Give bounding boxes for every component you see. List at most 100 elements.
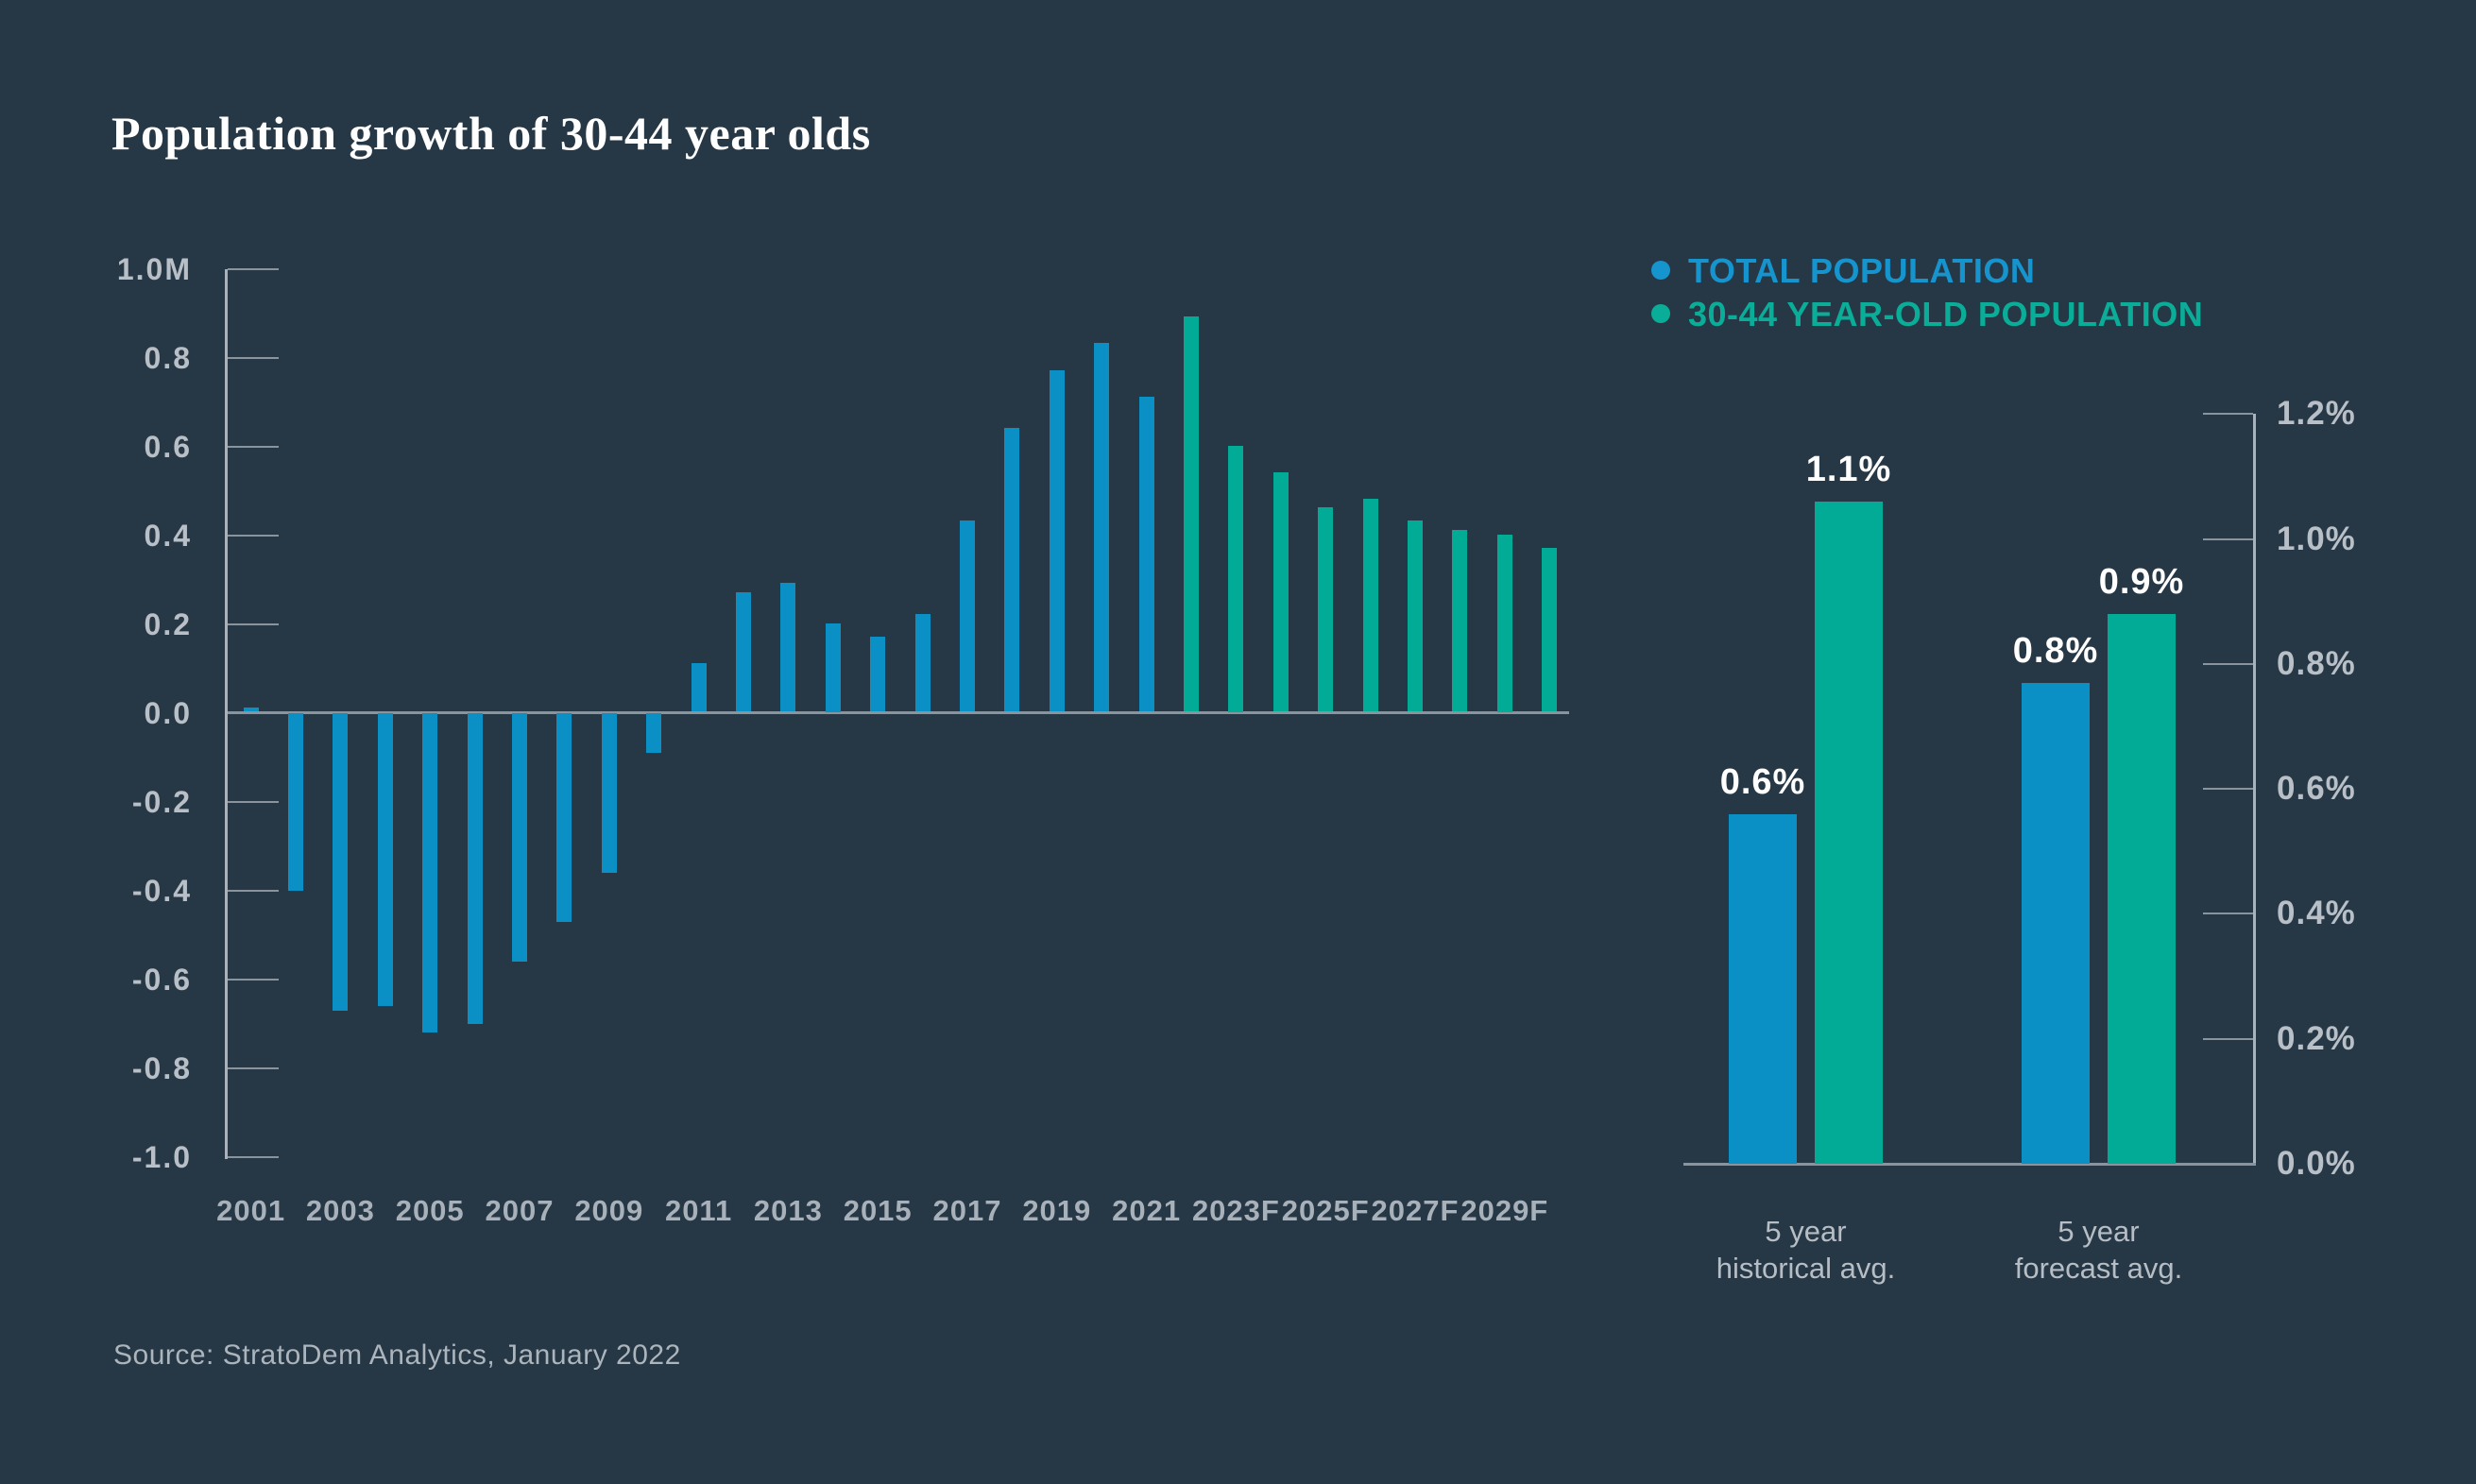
y-axis-tick bbox=[228, 979, 279, 981]
y-axis-tick-label: -0.4 bbox=[131, 874, 192, 908]
y-axis-tick bbox=[228, 801, 279, 803]
x-axis-year-label: 2009 bbox=[574, 1194, 644, 1227]
group-label-line: 5 year bbox=[2058, 1215, 2140, 1248]
avg-bar-total-forecast-value-label: 0.8% bbox=[2012, 630, 2099, 671]
year-bar-2019 bbox=[1049, 369, 1065, 712]
legend-label-total-population: TOTAL POPULATION bbox=[1688, 251, 2036, 290]
y-axis-tick-label: -0.2 bbox=[131, 785, 192, 819]
group-label-forecast: 5 year forecast avg. bbox=[1948, 1213, 2250, 1287]
year-bar-2006 bbox=[467, 713, 483, 1024]
year-bar-2012 bbox=[736, 591, 751, 712]
year-bar-2024 bbox=[1272, 471, 1289, 712]
year-bar-2008 bbox=[556, 713, 572, 922]
x-axis-year-label: 2017 bbox=[932, 1194, 1002, 1227]
avg-bar-30-44-historical bbox=[1815, 501, 1883, 1164]
year-bar-2001 bbox=[243, 707, 259, 712]
year-bar-2010 bbox=[646, 713, 662, 754]
avg-bar-30-44-forecast-value-label: 0.9% bbox=[2098, 561, 2185, 602]
year-bar-2014 bbox=[825, 623, 841, 712]
x-axis-year-label: 2019 bbox=[1022, 1194, 1092, 1227]
x-axis-year-label: 2023F bbox=[1191, 1194, 1280, 1227]
y-axis-tick-label: -0.6 bbox=[131, 963, 192, 997]
year-bar-2023 bbox=[1228, 445, 1244, 712]
year-bar-2020 bbox=[1094, 343, 1110, 712]
year-bar-2011 bbox=[691, 662, 707, 712]
pct-axis-tick bbox=[2203, 788, 2253, 791]
y-axis-tick bbox=[228, 268, 279, 270]
legend-dot-30-44-population-icon bbox=[1651, 304, 1670, 323]
y-axis-tick bbox=[228, 535, 279, 537]
avg-bar-30-44-historical-value-label: 1.1% bbox=[1805, 449, 1892, 489]
year-bar-2018 bbox=[1004, 427, 1020, 712]
pct-axis-tick-label: 0.2% bbox=[2277, 1019, 2356, 1057]
x-axis-year-label: 2013 bbox=[753, 1194, 823, 1227]
x-axis-year-label: 2011 bbox=[664, 1194, 733, 1227]
x-axis-year-label: 2027F bbox=[1371, 1194, 1460, 1227]
avg-bar-total-forecast bbox=[2022, 682, 2090, 1164]
year-bar-2005 bbox=[422, 713, 438, 1033]
pct-axis-tick bbox=[2203, 913, 2253, 915]
pct-axis-tick-label: 1.2% bbox=[2277, 395, 2356, 433]
year-bar-2026 bbox=[1362, 498, 1378, 712]
year-bar-2004 bbox=[377, 713, 393, 1007]
x-axis-year-label: 2015 bbox=[843, 1194, 913, 1227]
y-axis-tick-label: 0.6 bbox=[144, 430, 192, 464]
y-axis-tick bbox=[228, 1156, 279, 1158]
year-bar-2021 bbox=[1138, 396, 1154, 712]
pct-axis-tick bbox=[2203, 413, 2253, 416]
x-axis-year-label: 2001 bbox=[216, 1194, 286, 1227]
pct-axis-line bbox=[2253, 414, 2256, 1166]
group-label-line: 5 year bbox=[1765, 1215, 1847, 1248]
pct-axis-tick bbox=[2203, 537, 2253, 540]
y-axis-tick-label: 0.8 bbox=[144, 341, 192, 375]
avg-bar-total-historical bbox=[1729, 813, 1797, 1164]
pct-axis-tick bbox=[2203, 662, 2253, 665]
y-axis-tick-label: 0.2 bbox=[144, 607, 192, 641]
year-bar-2027 bbox=[1408, 520, 1423, 712]
year-bar-2007 bbox=[512, 713, 527, 963]
pct-axis-tick-label: 1.0% bbox=[2277, 520, 2356, 557]
year-bar-2017 bbox=[960, 520, 975, 712]
page-title: Population growth of 30-44 year olds bbox=[111, 107, 871, 160]
year-bar-2030 bbox=[1542, 547, 1558, 712]
x-axis-year-label: 2005 bbox=[395, 1194, 465, 1227]
baseline bbox=[1683, 1163, 2256, 1166]
pct-axis-tick-label: 0.4% bbox=[2277, 895, 2356, 932]
y-axis-tick-label: 1.0M bbox=[116, 252, 192, 286]
y-axis-tick-label: 0.0 bbox=[144, 696, 192, 730]
year-bar-2013 bbox=[780, 583, 796, 712]
source-note: Source: StratoDem Analytics, January 202… bbox=[113, 1339, 681, 1371]
year-bar-2002 bbox=[288, 713, 303, 891]
year-bar-2028 bbox=[1452, 529, 1468, 712]
year-bar-2003 bbox=[333, 713, 349, 1011]
x-axis-year-label: 2007 bbox=[485, 1194, 555, 1227]
year-bar-2016 bbox=[914, 614, 931, 712]
group-label-line: historical avg. bbox=[1716, 1252, 1896, 1285]
y-axis-tick bbox=[228, 357, 279, 359]
y-axis-tick bbox=[228, 1067, 279, 1069]
y-axis-tick bbox=[228, 623, 279, 625]
y-axis-tick bbox=[228, 446, 279, 448]
pct-axis-tick-label: 0.6% bbox=[2277, 770, 2356, 808]
x-axis-year-label: 2025F bbox=[1281, 1194, 1370, 1227]
x-axis-year-label: 2029F bbox=[1460, 1194, 1549, 1227]
y-axis-tick-label: -1.0 bbox=[131, 1140, 192, 1174]
y-axis-line bbox=[225, 269, 228, 1159]
avg-bar-30-44-forecast bbox=[2108, 613, 2176, 1164]
pct-axis-tick-label: 0.0% bbox=[2277, 1145, 2356, 1182]
y-axis-tick bbox=[228, 890, 279, 892]
x-axis-year-label: 2003 bbox=[305, 1194, 375, 1227]
group-label-line: forecast avg. bbox=[2014, 1252, 2183, 1285]
group-label-historical: 5 year historical avg. bbox=[1655, 1213, 1957, 1287]
legend-dot-total-population-icon bbox=[1651, 261, 1670, 280]
pct-axis-tick-label: 0.8% bbox=[2277, 644, 2356, 682]
year-bar-2029 bbox=[1496, 534, 1512, 712]
avg-bar-total-historical-value-label: 0.6% bbox=[1719, 761, 1806, 802]
legend-label-30-44-population: 30-44 YEAR-OLD POPULATION bbox=[1688, 295, 2204, 333]
year-bar-2009 bbox=[601, 713, 617, 874]
zero-gridline bbox=[228, 710, 1569, 714]
year-bar-2015 bbox=[870, 636, 886, 712]
year-bar-2025 bbox=[1318, 507, 1334, 712]
